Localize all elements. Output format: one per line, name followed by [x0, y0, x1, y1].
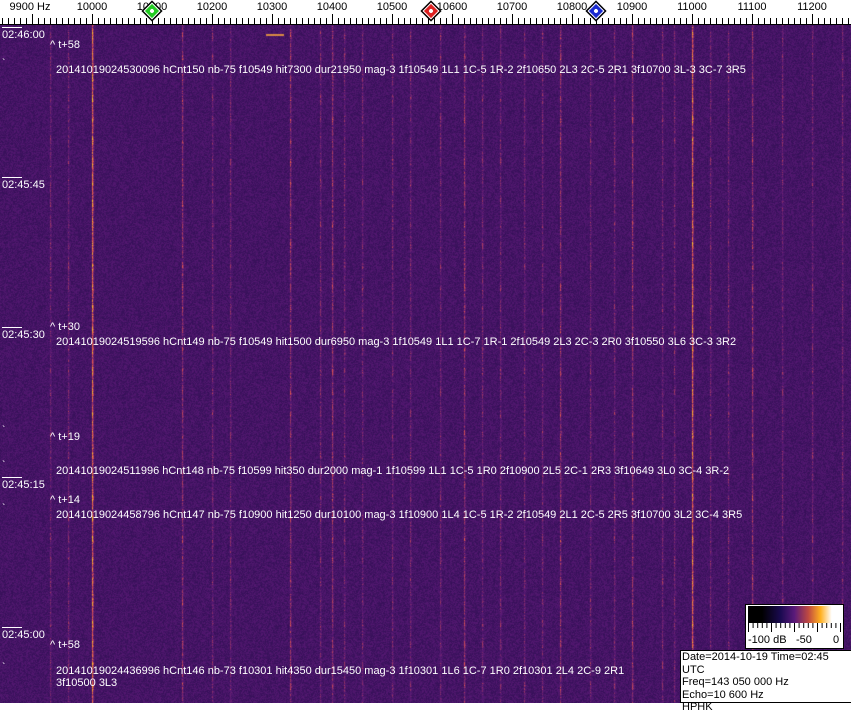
freq-label: 10900: [616, 1, 648, 13]
colorbar-label: -50: [796, 634, 812, 646]
event-tick: `: [2, 425, 6, 436]
freq-label: 10200: [196, 1, 228, 13]
colorbar-label: 0: [833, 634, 840, 646]
event-tick: `: [2, 662, 6, 673]
echo-text: Echo=10 600 Hz: [682, 688, 764, 701]
colorbar-label: -100 dB: [748, 634, 787, 646]
frequency-text: Freq=143 050 000 Hz: [682, 676, 789, 688]
date-time-text: Date=2014-10-19 Time=02:45 UTC: [682, 651, 829, 676]
event-tick: `: [2, 503, 6, 514]
event-tick: `: [2, 58, 6, 69]
detection-line: 20141019024458796 hCnt147 nb-75 f10900 h…: [56, 509, 743, 521]
frequency-ruler[interactable]: 9900 Hz 10000 10100 10200 10300 10400 10…: [0, 0, 851, 25]
time-label: 02:45:45: [2, 177, 45, 191]
freq-label: 9900 Hz: [9, 1, 51, 13]
freq-label: 10300: [256, 1, 288, 13]
event-tick: `: [2, 460, 6, 471]
info-box: Date=2014-10-19 Time=02:45 UTC Freq=143 …: [680, 650, 851, 713]
offset-label: ^ t+58: [50, 639, 80, 651]
colorbar-gradient: [748, 606, 841, 623]
offset-label: ^ t+30: [50, 321, 80, 333]
freq-label: 10000: [76, 1, 108, 13]
detection-line: 20141019024511996 hCnt148 nb-75 f10599 h…: [56, 465, 730, 477]
freq-label: 11100: [737, 1, 767, 13]
freq-label: 11200: [797, 1, 827, 13]
detection-line: 20141019024436996 hCnt146 nb-73 f10301 h…: [56, 665, 625, 689]
colorbar-legend: -100 dB -50 0: [745, 604, 844, 649]
detection-line: 20141019024519596 hCnt149 nb-75 f10549 h…: [56, 336, 737, 348]
colorbar-ticks: [748, 623, 841, 632]
offset-label: ^ t+14: [50, 494, 80, 506]
freq-label: 10600: [436, 1, 468, 13]
time-label: 02:45:00: [2, 627, 45, 641]
time-label: 02:45:15: [2, 477, 45, 491]
freq-label: 10500: [376, 1, 408, 13]
offset-label: ^ t+58: [50, 39, 80, 51]
frequency-ticks: [0, 14, 851, 25]
time-label: 02:45:30: [2, 327, 45, 341]
freq-label: 10400: [316, 1, 348, 13]
offset-label: ^ t+19: [50, 431, 80, 443]
waterfall-spectrogram[interactable]: [0, 25, 851, 703]
freq-label: 10800: [556, 1, 588, 13]
detection-line: 20141019024530096 hCnt150 nb-75 f10549 h…: [56, 64, 746, 76]
time-label: 02:46:00: [2, 27, 45, 41]
freq-label: 11000: [677, 1, 707, 13]
freq-label: 10700: [496, 1, 528, 13]
